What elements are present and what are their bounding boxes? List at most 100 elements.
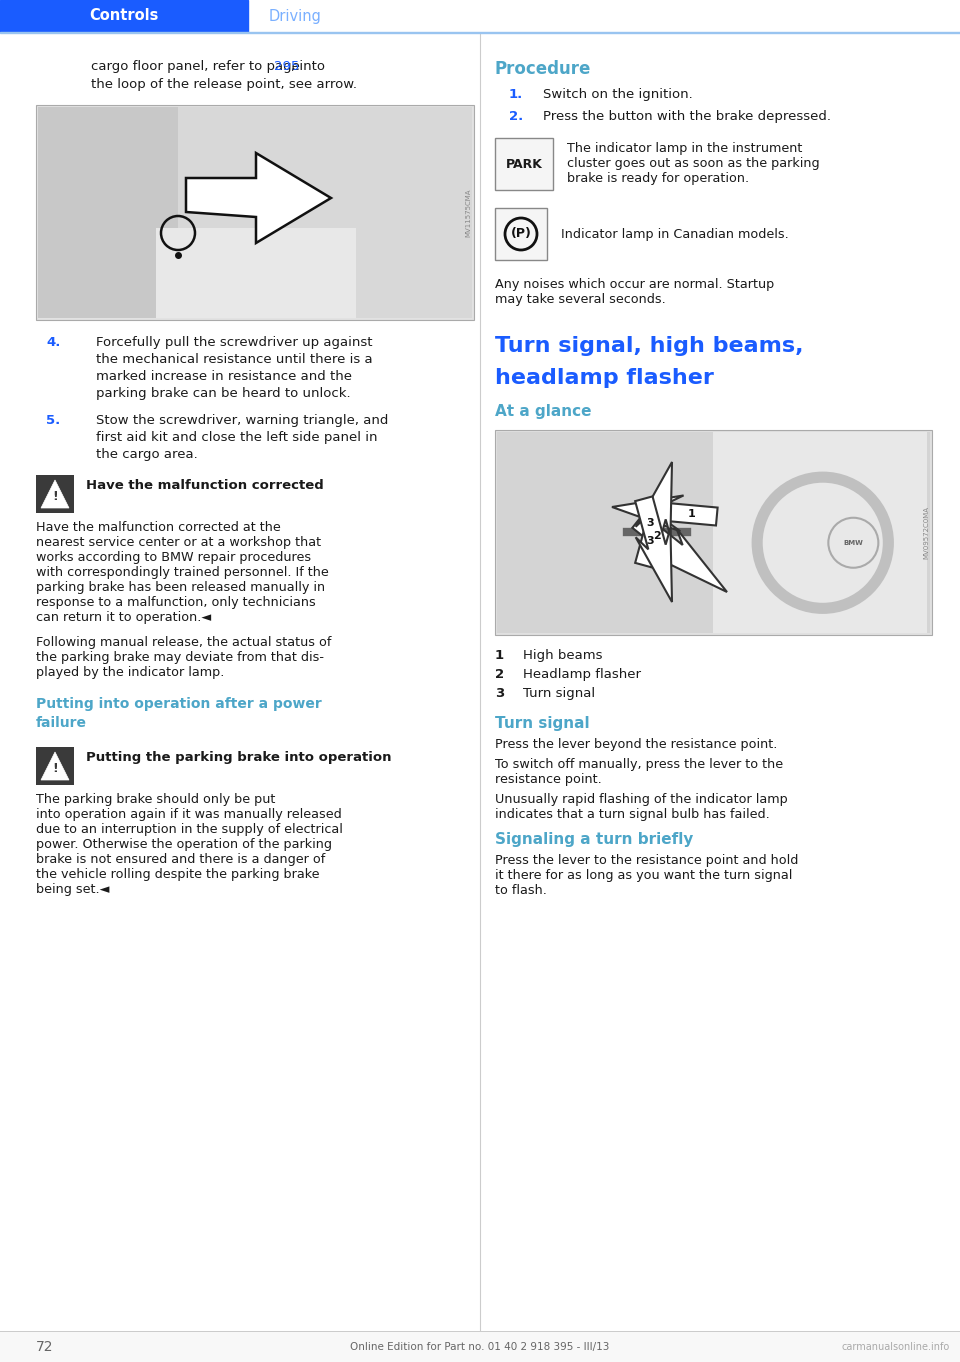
Text: it there for as long as you want the turn signal: it there for as long as you want the tur… xyxy=(495,869,792,883)
Text: parking brake has been released manually in: parking brake has been released manually… xyxy=(36,582,325,594)
Bar xyxy=(495,208,547,260)
Text: Have the malfunction corrected: Have the malfunction corrected xyxy=(86,479,324,492)
Bar xyxy=(713,432,927,633)
Bar xyxy=(36,475,74,513)
Text: brake is ready for operation.: brake is ready for operation. xyxy=(567,172,749,185)
Text: Driving: Driving xyxy=(269,8,322,23)
Polygon shape xyxy=(41,752,69,780)
Text: Have the malfunction corrected at the: Have the malfunction corrected at the xyxy=(36,522,280,534)
Text: resistance point.: resistance point. xyxy=(495,774,602,786)
Text: response to a malfunction, only technicians: response to a malfunction, only technici… xyxy=(36,597,316,609)
Bar xyxy=(36,105,474,320)
Text: Putting the parking brake into operation: Putting the parking brake into operation xyxy=(86,750,392,764)
Bar xyxy=(0,0,248,31)
Text: 4.: 4. xyxy=(46,336,60,349)
Text: 3: 3 xyxy=(495,686,504,700)
Text: Switch on the ignition.: Switch on the ignition. xyxy=(543,89,693,101)
Text: 5.: 5. xyxy=(46,414,60,428)
Text: Press the button with the brake depressed.: Press the button with the brake depresse… xyxy=(543,110,831,123)
Text: Controls: Controls xyxy=(89,8,158,23)
Text: Putting into operation after a power: Putting into operation after a power xyxy=(36,697,322,711)
Text: Unusually rapid flashing of the indicator lamp: Unusually rapid flashing of the indicato… xyxy=(495,793,788,806)
Text: Following manual release, the actual status of: Following manual release, the actual sta… xyxy=(36,636,331,650)
Text: brake is not ensured and there is a danger of: brake is not ensured and there is a dang… xyxy=(36,853,325,866)
Text: Online Edition for Part no. 01 40 2 918 395 - III/13: Online Edition for Part no. 01 40 2 918 … xyxy=(350,1342,610,1352)
Text: works according to BMW repair procedures: works according to BMW repair procedures xyxy=(36,552,311,564)
Text: marked increase in resistance and the: marked increase in resistance and the xyxy=(96,370,352,383)
Text: !: ! xyxy=(52,763,58,775)
Text: High beams: High beams xyxy=(523,650,603,662)
Text: cluster goes out as soon as the parking: cluster goes out as soon as the parking xyxy=(567,157,820,170)
Text: Press the lever to the resistance point and hold: Press the lever to the resistance point … xyxy=(495,854,799,868)
Text: , into: , into xyxy=(291,60,324,74)
Text: !: ! xyxy=(52,490,58,504)
Text: the parking brake may deviate from that dis-: the parking brake may deviate from that … xyxy=(36,651,324,665)
Text: Signaling a turn briefly: Signaling a turn briefly xyxy=(495,832,693,847)
Bar xyxy=(36,746,74,785)
Text: first aid kit and close the left side panel in: first aid kit and close the left side pa… xyxy=(96,430,377,444)
Text: into operation again if it was manually released: into operation again if it was manually … xyxy=(36,808,342,821)
Text: Headlamp flasher: Headlamp flasher xyxy=(523,667,641,681)
Bar xyxy=(495,138,553,191)
Bar xyxy=(0,31,960,33)
Text: Stow the screwdriver, warning triangle, and: Stow the screwdriver, warning triangle, … xyxy=(96,414,389,428)
Text: The parking brake should only be put: The parking brake should only be put xyxy=(36,793,276,806)
Text: 72: 72 xyxy=(36,1340,54,1354)
Text: PARK: PARK xyxy=(506,158,542,170)
Bar xyxy=(495,430,932,635)
Text: MV09572C0MA: MV09572C0MA xyxy=(923,507,929,558)
Text: Indicator lamp in Canadian models.: Indicator lamp in Canadian models. xyxy=(561,227,789,241)
Text: 1: 1 xyxy=(688,509,696,519)
Text: cargo floor panel, refer to page: cargo floor panel, refer to page xyxy=(91,60,304,74)
Text: Forcefully pull the screwdriver up against: Forcefully pull the screwdriver up again… xyxy=(96,336,372,349)
Bar xyxy=(0,1332,960,1362)
Text: 3: 3 xyxy=(647,518,654,528)
Text: being set.◄: being set.◄ xyxy=(36,883,109,896)
Text: power. Otherwise the operation of the parking: power. Otherwise the operation of the pa… xyxy=(36,838,332,851)
Text: 1: 1 xyxy=(495,650,504,662)
Text: Turn signal: Turn signal xyxy=(495,716,589,731)
Text: To switch off manually, press the lever to the: To switch off manually, press the lever … xyxy=(495,759,783,771)
Text: 2.: 2. xyxy=(509,110,523,123)
Text: 295: 295 xyxy=(275,60,300,74)
Text: Procedure: Procedure xyxy=(495,60,591,78)
Text: headlamp flasher: headlamp flasher xyxy=(495,368,714,388)
Text: with correspondingly trained personnel. If the: with correspondingly trained personnel. … xyxy=(36,567,328,579)
Text: failure: failure xyxy=(36,716,87,730)
Polygon shape xyxy=(636,462,672,568)
Text: The indicator lamp in the instrument: The indicator lamp in the instrument xyxy=(567,142,803,155)
Text: due to an interruption in the supply of electrical: due to an interruption in the supply of … xyxy=(36,823,343,836)
Text: indicates that a turn signal bulb has failed.: indicates that a turn signal bulb has fa… xyxy=(495,808,770,821)
Text: 3: 3 xyxy=(647,537,654,546)
Text: carmanualsonline.info: carmanualsonline.info xyxy=(842,1342,950,1352)
Text: MV11575CMA: MV11575CMA xyxy=(465,188,471,237)
Text: may take several seconds.: may take several seconds. xyxy=(495,293,665,306)
Text: the vehicle rolling despite the parking brake: the vehicle rolling despite the parking … xyxy=(36,868,320,881)
Bar xyxy=(156,227,356,317)
Polygon shape xyxy=(633,513,727,592)
Text: Press the lever beyond the resistance point.: Press the lever beyond the resistance po… xyxy=(495,738,778,750)
Bar xyxy=(38,108,472,317)
Text: Any noises which occur are normal. Startup: Any noises which occur are normal. Start… xyxy=(495,278,775,291)
Polygon shape xyxy=(186,153,331,242)
Text: the loop of the release point, see arrow.: the loop of the release point, see arrow… xyxy=(91,78,357,91)
Text: Turn signal: Turn signal xyxy=(523,686,595,700)
Circle shape xyxy=(828,518,878,568)
Text: Turn signal, high beams,: Turn signal, high beams, xyxy=(495,336,804,355)
Text: BMW: BMW xyxy=(844,539,863,546)
Text: the cargo area.: the cargo area. xyxy=(96,448,198,460)
Text: 2: 2 xyxy=(495,667,504,681)
Bar xyxy=(38,108,178,317)
Text: 2: 2 xyxy=(654,531,661,541)
Text: 1.: 1. xyxy=(509,89,523,101)
Text: can return it to operation.◄: can return it to operation.◄ xyxy=(36,612,211,624)
Text: parking brake can be heard to unlock.: parking brake can be heard to unlock. xyxy=(96,387,350,400)
Text: the mechanical resistance until there is a: the mechanical resistance until there is… xyxy=(96,353,372,366)
Text: At a glance: At a glance xyxy=(495,405,591,419)
Polygon shape xyxy=(41,479,69,508)
Text: (P): (P) xyxy=(511,227,532,241)
Text: to flash.: to flash. xyxy=(495,884,547,898)
Polygon shape xyxy=(636,496,672,602)
Bar xyxy=(497,432,930,633)
Text: played by the indicator lamp.: played by the indicator lamp. xyxy=(36,666,225,680)
